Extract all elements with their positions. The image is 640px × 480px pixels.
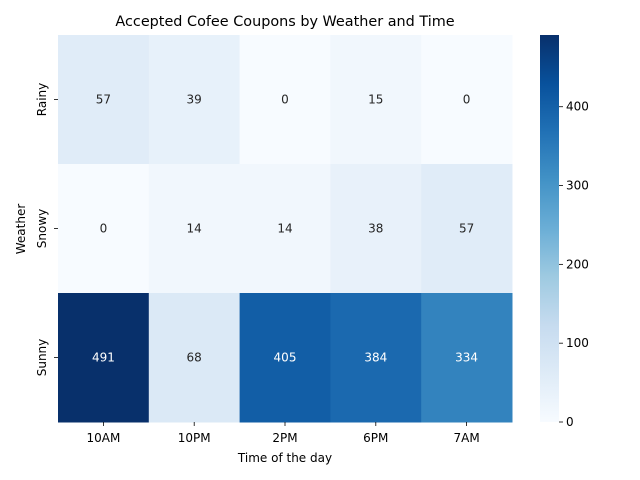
heatmap-cell: [330, 293, 422, 423]
y-tick-label: Snowy: [35, 209, 49, 248]
heatmap-cell: [330, 35, 422, 165]
heatmap-cell-labels: 57 39 0 15 0 0 14 14 38 57 491 68 405 384 334: [92, 93, 478, 365]
y-tick-label: Sunny: [35, 339, 49, 377]
cell-value-label: 0: [281, 93, 289, 107]
heatmap-cell: [239, 293, 331, 423]
heatmap-cell: [58, 293, 150, 423]
y-axis: Rainy Snowy Sunny: [35, 83, 58, 377]
x-tick-label: 10PM: [178, 431, 211, 445]
cell-value-label: 57: [96, 93, 111, 107]
cell-value-label: 39: [187, 93, 202, 107]
heatmap-cell: [330, 164, 422, 294]
x-tick-label: 7AM: [453, 431, 479, 445]
cell-value-label: 0: [463, 93, 471, 107]
x-axis: 10AM 10PM 2PM 6PM 7AM: [86, 422, 480, 445]
heatmap-cell: [148, 164, 241, 294]
cell-value-label: 384: [364, 351, 387, 365]
heatmap-cell: [421, 35, 513, 165]
cell-value-label: 68: [187, 351, 202, 365]
cell-value-label: 334: [455, 351, 478, 365]
heatmap-cell: [148, 293, 241, 423]
cell-value-label: 38: [368, 222, 383, 236]
colorbar-tick-label: 200: [566, 257, 589, 271]
colorbar-tick-label: 0: [566, 415, 574, 429]
y-axis-label: Weather: [14, 204, 28, 255]
heatmap-cell: [148, 35, 241, 165]
heatmap-cell: [421, 164, 513, 294]
x-tick-label: 6PM: [363, 431, 388, 445]
x-axis-label: Time of the day: [237, 451, 332, 465]
cell-value-label: 14: [187, 222, 202, 236]
cell-value-label: 57: [459, 222, 474, 236]
colorbar-tick-label: 300: [566, 179, 589, 193]
heatmap-cell: [58, 164, 150, 294]
colorbar: 0 100 200 300 400: [540, 35, 589, 429]
chart-title: Accepted Cofee Coupons by Weather and Ti…: [115, 14, 454, 30]
colorbar-tick-label: 400: [566, 100, 589, 114]
colorbar-ticks: 0 100 200 300 400: [559, 100, 589, 429]
x-tick-label: 10AM: [86, 431, 120, 445]
heatmap-cell: [239, 164, 331, 294]
cell-value-label: 0: [100, 222, 108, 236]
y-tick-label: Rainy: [35, 83, 49, 116]
colorbar-gradient: [540, 35, 559, 422]
cell-value-label: 405: [274, 351, 297, 365]
x-tick-label: 2PM: [272, 431, 297, 445]
heatmap-cell: [421, 293, 513, 423]
heatmap-cell: [239, 35, 331, 165]
cell-value-label: 491: [92, 351, 115, 365]
heatmap-cell: [58, 35, 150, 165]
heatmap-cells: [58, 35, 513, 423]
cell-value-label: 15: [368, 93, 383, 107]
colorbar-tick-label: 100: [566, 336, 589, 350]
cell-value-label: 14: [277, 222, 292, 236]
